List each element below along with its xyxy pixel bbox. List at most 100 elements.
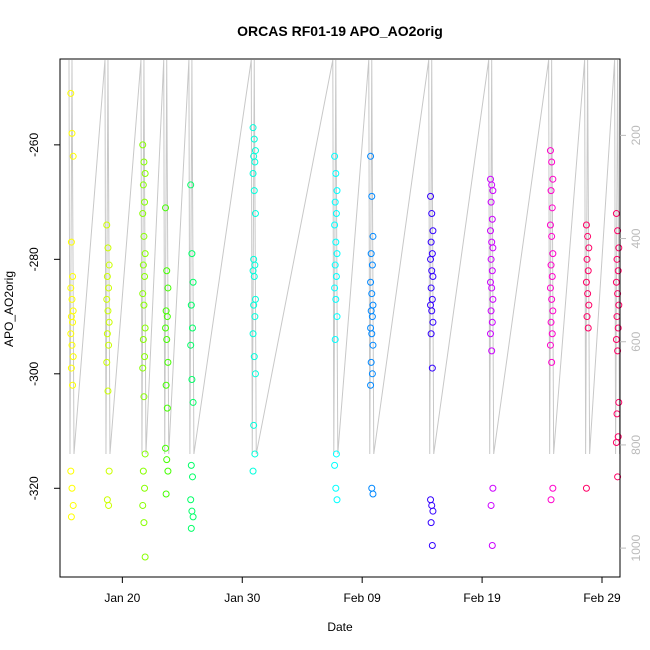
data-point: [368, 370, 376, 378]
data-point: [582, 278, 590, 286]
x-tick-label: Jan 20: [104, 591, 140, 605]
data-point: [367, 381, 375, 389]
data-point: [140, 519, 148, 527]
data-point: [331, 261, 339, 269]
data-point: [250, 421, 258, 429]
data-point: [187, 341, 195, 349]
data-point: [547, 318, 555, 326]
data-point: [429, 227, 437, 235]
data-point: [583, 313, 591, 321]
data-point: [332, 450, 340, 458]
y-right-tick-label: 800: [629, 435, 643, 455]
data-point: [69, 501, 77, 509]
data-point: [188, 376, 196, 384]
data-point: [332, 169, 340, 177]
data-point: [104, 387, 112, 395]
data-point: [189, 324, 197, 332]
data-point: [368, 192, 376, 200]
data-point: [488, 181, 496, 189]
data-point: [139, 290, 147, 298]
data-point: [367, 358, 375, 366]
data-point: [369, 490, 377, 498]
data-point: [105, 318, 113, 326]
data-point: [488, 318, 496, 326]
y-tick-label: -300: [27, 361, 41, 385]
data-point: [548, 273, 556, 281]
data-point: [333, 313, 341, 321]
data-point: [428, 210, 436, 218]
data-point: [69, 273, 77, 281]
data-point: [584, 324, 592, 332]
axes: Jan 20 Jan 30 Feb 09 Feb 19 Feb 29 -260 -280 -3…: [27, 125, 643, 605]
data-point: [249, 124, 257, 132]
data-point: [547, 261, 555, 269]
data-point: [104, 307, 112, 315]
data-point: [103, 496, 111, 504]
data-point: [331, 198, 339, 206]
x-axis-label: Date: [327, 620, 353, 634]
data-point: [368, 484, 376, 492]
data-point: [612, 210, 620, 218]
data-point: [614, 347, 622, 355]
y-right-tick-label: 200: [629, 125, 643, 145]
data-point: [140, 158, 148, 166]
data-point: [368, 261, 376, 269]
data-point: [104, 244, 112, 252]
data-point: [548, 232, 556, 240]
data-point: [139, 141, 147, 149]
data-point: [333, 250, 341, 258]
data-point: [103, 273, 111, 281]
data-point: [68, 484, 76, 492]
data-point: [486, 227, 494, 235]
plot-frame: [59, 58, 621, 578]
data-point: [487, 501, 495, 509]
data-point: [488, 542, 496, 550]
data-point: [162, 324, 170, 332]
data-point: [69, 353, 77, 361]
data-point: [429, 318, 437, 326]
data-point: [69, 152, 77, 160]
data-point: [140, 232, 148, 240]
data-point: [163, 456, 171, 464]
data-point: [139, 181, 147, 189]
data-point: [427, 330, 435, 338]
data-point: [584, 267, 592, 275]
data-point: [162, 490, 170, 498]
data-point: [332, 295, 340, 303]
data-point: [487, 255, 495, 263]
data-point: [332, 210, 340, 218]
data-point: [162, 444, 170, 452]
data-point: [189, 473, 197, 481]
data-point: [615, 244, 623, 252]
data-point: [141, 353, 149, 361]
data-point: [549, 307, 557, 315]
data-point: [331, 461, 339, 469]
data-point: [582, 221, 590, 229]
data-point: [549, 175, 557, 183]
y-right-tick-label: 400: [629, 228, 643, 248]
data-point: [68, 341, 76, 349]
data-point: [583, 255, 591, 263]
data-point: [251, 313, 259, 321]
data-point: [547, 496, 555, 504]
data-point: [614, 290, 622, 298]
data-point: [427, 519, 435, 527]
data-point: [163, 335, 171, 343]
data-point: [67, 284, 75, 292]
data-point: [251, 158, 259, 166]
data-point: [368, 330, 376, 338]
data-point: [103, 221, 111, 229]
data-point: [548, 358, 556, 366]
data-point: [546, 221, 554, 229]
data-point: [331, 335, 339, 343]
x-tick-label: Jan 30: [224, 591, 260, 605]
data-point: [428, 307, 436, 315]
chart-title: ORCAS RF01-19 APO_AO2orig: [237, 23, 443, 39]
data-point: [548, 158, 556, 166]
data-point: [612, 438, 620, 446]
data-point: [139, 501, 147, 509]
data-point: [249, 330, 257, 338]
data-point: [548, 295, 556, 303]
data-point: [67, 330, 75, 338]
data-point: [188, 507, 196, 515]
